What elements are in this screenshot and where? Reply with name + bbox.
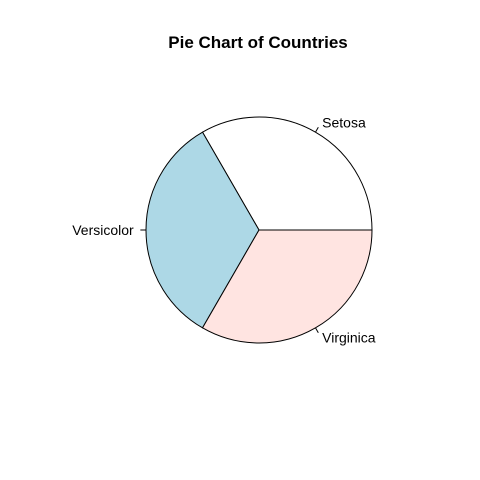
slice-label-virginica: Virginica <box>322 330 376 346</box>
slice-label-setosa: Setosa <box>322 114 366 130</box>
label-tick-setosa <box>315 126 319 133</box>
pie-slice-versicolor <box>145 131 260 329</box>
label-tick-virginica <box>315 327 319 334</box>
slice-label-versicolor: Versicolor <box>72 222 134 238</box>
pie-labels: Setosa Versicolor Virginica <box>72 114 376 345</box>
pie-slice-setosa <box>201 116 373 231</box>
pie-slice-virginica <box>201 229 373 344</box>
pie-slices <box>145 116 373 344</box>
chart-title: Pie Chart of Countries <box>168 33 347 52</box>
